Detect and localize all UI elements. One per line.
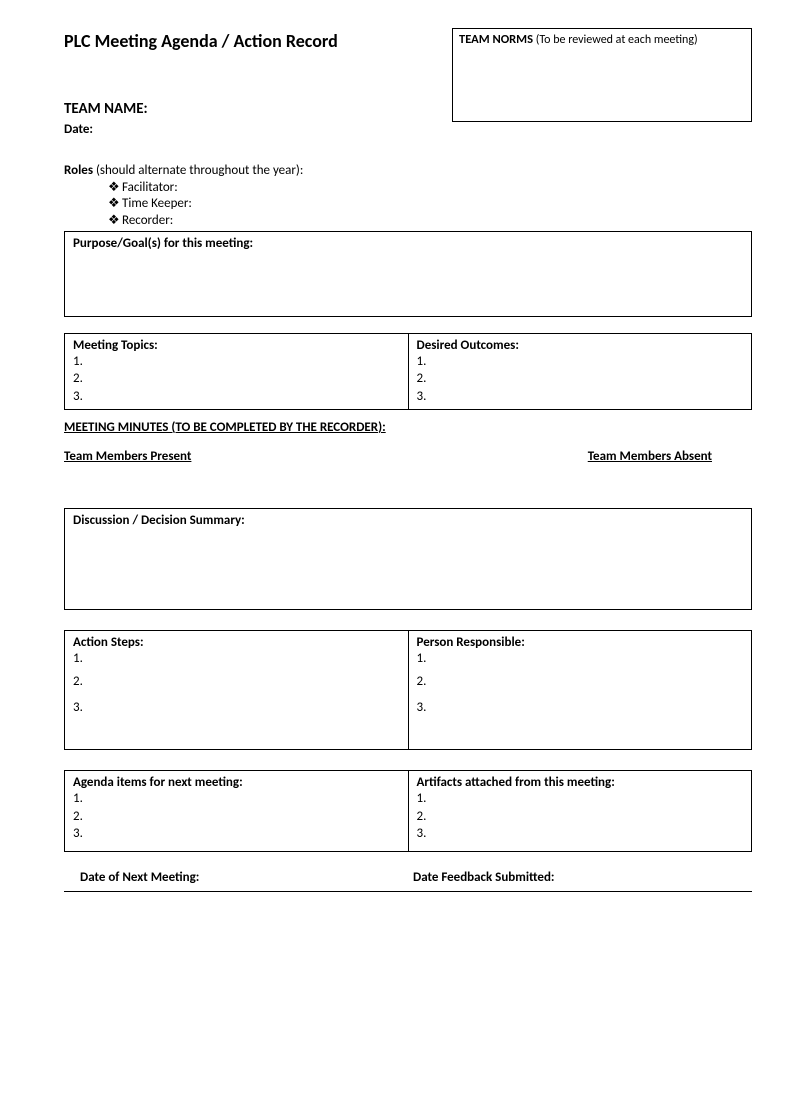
norms-sub: (To be reviewed at each meeting): [536, 33, 698, 47]
next-meeting-date-label: Date of Next Meeting:: [80, 870, 413, 885]
roles-lead-rest: (should alternate throughout the year):: [93, 163, 303, 178]
present-absent-row: Team Members Present Team Members Absent: [64, 449, 752, 464]
diamond-bullet-icon: ❖: [108, 196, 122, 212]
role-item-timekeeper: ❖Time Keeper:: [108, 196, 752, 212]
list-item: 2.: [73, 808, 400, 826]
agenda-items-col: Agenda items for next meeting: 1. 2. 3.: [65, 771, 409, 851]
roles-block: Roles (should alternate throughout the y…: [64, 163, 752, 229]
minutes-heading: MEETING MINUTES (TO BE COMPLETED BY THE …: [64, 420, 752, 435]
action-steps-box: Action Steps: 1. 2. 3. Person Responsibl…: [64, 630, 752, 750]
role-label: Recorder:: [122, 213, 173, 228]
discussion-label: Discussion / Decision Summary:: [73, 513, 245, 528]
role-label: Time Keeper:: [122, 196, 192, 211]
list-item: 3.: [417, 695, 744, 721]
list-item: 1.: [73, 650, 400, 668]
norms-lead: TEAM NORMS: [459, 32, 533, 47]
role-item-facilitator: ❖Facilitator:: [108, 180, 752, 196]
list-item: 1.: [73, 353, 400, 371]
topics-outcomes-box: Meeting Topics: 1. 2. 3. Desired Outcome…: [64, 333, 752, 411]
roles-list: ❖Facilitator: ❖Time Keeper: ❖Recorder:: [108, 180, 752, 229]
agenda-items-head: Agenda items for next meeting:: [73, 775, 400, 790]
next-meeting-box: Agenda items for next meeting: 1. 2. 3. …: [64, 770, 752, 852]
topics-list: 1. 2. 3.: [73, 353, 400, 406]
outcomes-list: 1. 2. 3.: [417, 353, 744, 406]
role-item-recorder: ❖Recorder:: [108, 213, 752, 229]
list-item: 3.: [417, 825, 744, 843]
artifacts-head: Artifacts attached from this meeting:: [417, 775, 744, 790]
diamond-bullet-icon: ❖: [108, 180, 122, 196]
purpose-box: Purpose/Goal(s) for this meeting:: [64, 231, 752, 317]
roles-lead: Roles (should alternate throughout the y…: [64, 163, 752, 178]
action-steps-col: Action Steps: 1. 2. 3.: [65, 631, 409, 749]
person-responsible-head: Person Responsible:: [417, 635, 744, 650]
members-absent-label: Team Members Absent: [588, 449, 712, 464]
discussion-box: Discussion / Decision Summary:: [64, 508, 752, 610]
page-title: PLC Meeting Agenda / Action Record: [64, 28, 338, 52]
list-item: 1.: [417, 353, 744, 371]
meeting-topics-head: Meeting Topics:: [73, 338, 400, 353]
action-steps-head: Action Steps:: [73, 635, 400, 650]
meeting-topics-col: Meeting Topics: 1. 2. 3.: [65, 334, 409, 410]
list-item: 2.: [417, 808, 744, 826]
role-label: Facilitator:: [122, 180, 178, 195]
footer-row: Date of Next Meeting: Date Feedback Subm…: [64, 870, 752, 892]
list-item: 2.: [73, 669, 400, 695]
roles-lead-bold: Roles: [64, 163, 93, 178]
list-item: 2.: [417, 669, 744, 695]
list-item: 3.: [417, 388, 744, 406]
artifacts-list: 1. 2. 3.: [417, 790, 744, 843]
list-item: 3.: [73, 825, 400, 843]
purpose-label: Purpose/Goal(s) for this meeting:: [73, 236, 253, 251]
list-item: 3.: [73, 388, 400, 406]
list-item: 2.: [73, 370, 400, 388]
person-responsible-col: Person Responsible: 1. 2. 3.: [409, 631, 752, 749]
responsible-list: 1. 2. 3.: [417, 650, 744, 720]
artifacts-col: Artifacts attached from this meeting: 1.…: [409, 771, 752, 851]
action-list: 1. 2. 3.: [73, 650, 400, 720]
agenda-list: 1. 2. 3.: [73, 790, 400, 843]
feedback-date-label: Date Feedback Submitted:: [413, 870, 746, 885]
list-item: 1.: [417, 790, 744, 808]
members-present-label: Team Members Present: [64, 449, 191, 464]
list-item: 1.: [417, 650, 744, 668]
desired-outcomes-col: Desired Outcomes: 1. 2. 3.: [409, 334, 752, 410]
list-item: 3.: [73, 695, 400, 721]
team-norms-box: TEAM NORMS (To be reviewed at each meeti…: [452, 28, 752, 122]
list-item: 2.: [417, 370, 744, 388]
diamond-bullet-icon: ❖: [108, 213, 122, 229]
list-item: 1.: [73, 790, 400, 808]
date-label: Date:: [64, 122, 752, 137]
desired-outcomes-head: Desired Outcomes:: [417, 338, 744, 353]
